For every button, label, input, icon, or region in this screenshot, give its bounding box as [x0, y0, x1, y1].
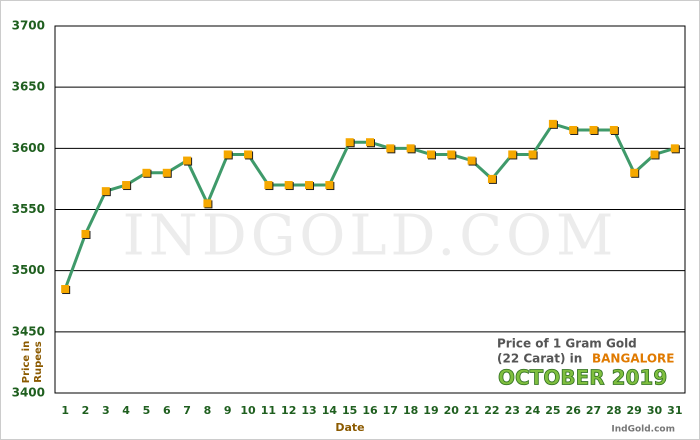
- watermark: IndGold.com: [123, 204, 618, 269]
- x-tick-label: 18: [403, 404, 418, 417]
- marker: [630, 168, 639, 177]
- y-tick-label: 3550: [12, 202, 45, 216]
- marker: [406, 144, 415, 153]
- marker: [670, 144, 679, 153]
- y-tick-label: 3600: [12, 141, 45, 155]
- x-tick-label: 22: [484, 404, 499, 417]
- x-tick-label: 12: [281, 404, 296, 417]
- marker: [528, 150, 537, 159]
- x-tick-label: 14: [322, 404, 338, 417]
- y-tick-label: 3400: [12, 386, 45, 400]
- marker: [569, 125, 578, 134]
- marker: [101, 187, 110, 196]
- y-axis-label: Price in: [21, 341, 32, 383]
- y-tick-label: 3450: [12, 324, 45, 338]
- marker: [548, 119, 557, 128]
- x-tick-label: 1: [61, 404, 69, 417]
- x-tick-label: 29: [627, 404, 642, 417]
- marker: [183, 156, 192, 165]
- x-tick-label: 3: [102, 404, 110, 417]
- y-axis-label: Rupees: [33, 341, 44, 383]
- x-tick-label: 6: [163, 404, 171, 417]
- marker: [447, 150, 456, 159]
- legend-line: (22 Carat) in: [497, 352, 582, 366]
- x-tick-label: 16: [362, 404, 378, 417]
- x-tick-label: 15: [342, 404, 357, 417]
- x-axis-label: Date: [335, 421, 364, 434]
- x-tick-label: 24: [525, 404, 541, 417]
- marker: [325, 181, 334, 190]
- x-tick-label: 2: [82, 404, 90, 417]
- y-tick-label: 3650: [12, 80, 45, 94]
- x-tick-label: 9: [224, 404, 232, 417]
- marker: [244, 150, 253, 159]
- x-tick-label: 25: [545, 404, 560, 417]
- marker: [264, 181, 273, 190]
- x-tick-label: 26: [566, 404, 582, 417]
- marker: [162, 168, 171, 177]
- marker: [426, 150, 435, 159]
- marker: [142, 168, 151, 177]
- marker: [81, 229, 90, 238]
- marker: [487, 174, 496, 183]
- marker: [61, 285, 70, 294]
- x-tick-label: 20: [444, 404, 460, 417]
- marker: [223, 150, 232, 159]
- month: OCTOBER 2019: [498, 366, 667, 390]
- x-tick-label: 8: [204, 404, 212, 417]
- legend-line: Price of 1 Gram Gold: [497, 337, 637, 351]
- x-tick-label: 17: [383, 404, 398, 417]
- city: BANGALORE: [592, 352, 674, 366]
- x-tick-label: 11: [261, 404, 276, 417]
- marker: [467, 156, 476, 165]
- marker: [203, 199, 212, 208]
- x-tick-label: 7: [183, 404, 191, 417]
- x-tick-label: 23: [505, 404, 520, 417]
- x-tick-label: 27: [586, 404, 601, 417]
- marker: [366, 138, 374, 147]
- plot-border: [54, 25, 686, 394]
- x-tick-label: 13: [301, 404, 316, 417]
- marker: [650, 150, 659, 159]
- y-tick-label: 3500: [12, 263, 45, 277]
- marker: [284, 181, 293, 190]
- marker: [508, 150, 517, 159]
- footer: IndGold.com: [611, 425, 675, 435]
- x-tick-label: 28: [606, 404, 621, 417]
- y-tick-label: 3700: [12, 19, 45, 33]
- marker: [609, 125, 618, 134]
- x-tick-label: 5: [143, 404, 151, 417]
- x-tick-label: 21: [464, 404, 479, 417]
- marker: [589, 125, 598, 134]
- marker: [305, 181, 314, 190]
- marker: [386, 144, 395, 153]
- x-tick-label: 30: [647, 404, 663, 417]
- x-tick-label: 31: [667, 404, 682, 417]
- x-tick-label: 4: [122, 404, 130, 417]
- marker: [122, 181, 131, 190]
- marker: [345, 138, 354, 147]
- x-tick-label: 10: [240, 404, 256, 417]
- x-tick-label: 19: [423, 404, 438, 417]
